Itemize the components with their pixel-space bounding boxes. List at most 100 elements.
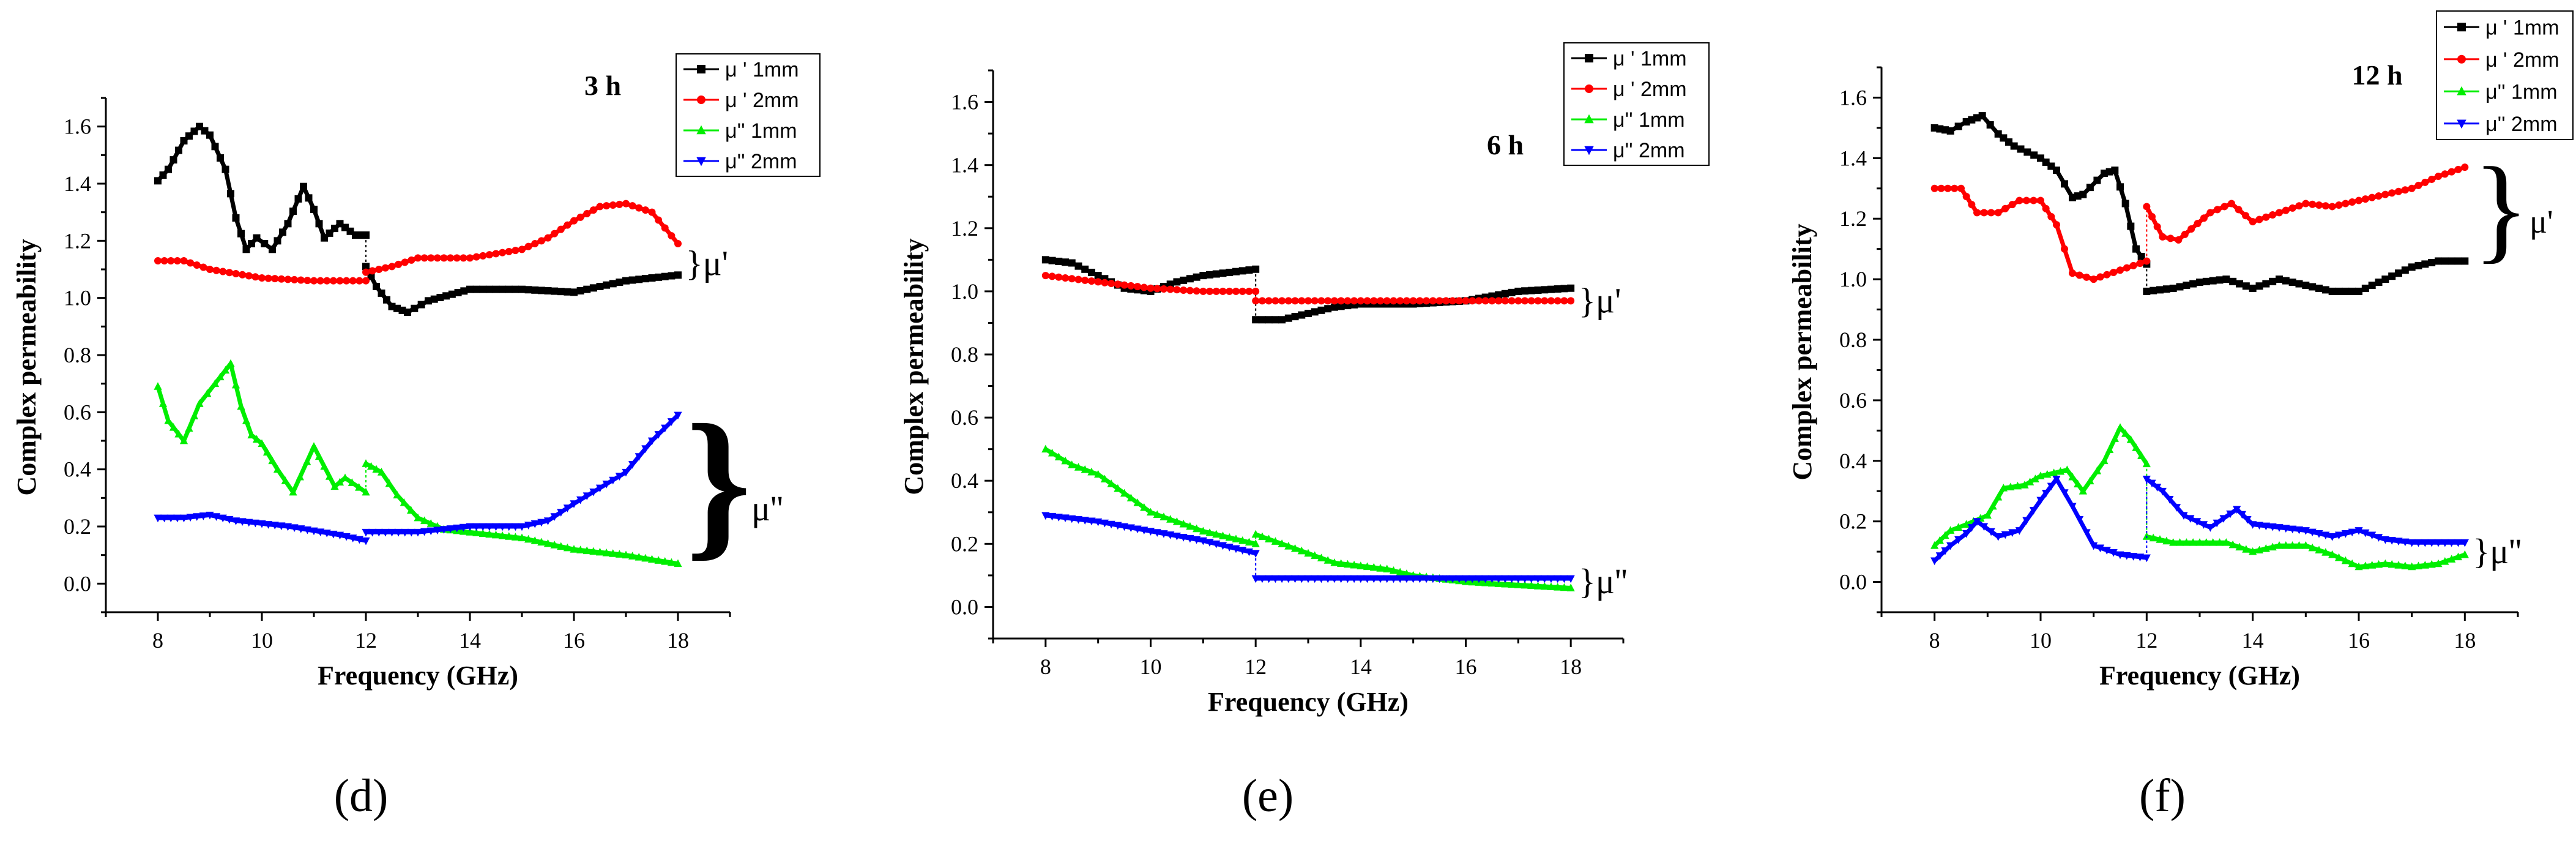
data-point xyxy=(2408,562,2416,571)
data-point xyxy=(440,254,448,262)
data-point xyxy=(2036,471,2045,479)
data-point xyxy=(1508,297,1516,305)
data-point xyxy=(316,277,324,285)
data-point xyxy=(2315,530,2323,538)
data-point xyxy=(654,556,663,564)
x-tick-label: 10 xyxy=(2030,628,2052,653)
data-point xyxy=(1501,297,1509,305)
data-point xyxy=(1442,575,1450,583)
data-point xyxy=(1383,564,1391,572)
data-point xyxy=(1147,284,1155,292)
data-point xyxy=(667,558,676,566)
data-point xyxy=(2401,266,2409,274)
data-point xyxy=(1251,575,1260,583)
data-point xyxy=(1133,525,1142,534)
data-point xyxy=(1370,297,1378,305)
data-point xyxy=(2026,478,2034,485)
data-point xyxy=(179,514,188,523)
legend-box xyxy=(1563,42,1710,166)
data-point xyxy=(1238,547,1247,555)
data-point xyxy=(2261,522,2270,531)
data-point xyxy=(2460,539,2469,547)
data-point xyxy=(1054,452,1063,460)
data-point xyxy=(537,519,546,527)
data-point xyxy=(2441,539,2449,547)
data-point xyxy=(378,289,385,297)
data-point xyxy=(2243,515,2252,524)
data-point xyxy=(414,528,422,537)
data-point xyxy=(212,266,220,274)
data-point xyxy=(628,552,637,560)
data-point xyxy=(2375,279,2383,287)
panel-label: (d) xyxy=(334,770,389,822)
data-point xyxy=(628,461,637,469)
legend-entry: μ'' 2mm xyxy=(2485,113,2558,136)
data-point xyxy=(1357,561,1365,569)
data-point xyxy=(2193,518,2202,526)
data-point xyxy=(1330,558,1339,566)
data-point xyxy=(238,518,247,526)
data-point xyxy=(1324,297,1332,305)
data-point xyxy=(169,156,177,164)
data-point xyxy=(2176,283,2184,291)
data-point xyxy=(1134,283,1142,291)
data-point xyxy=(211,143,219,151)
annotation-text: }μ' xyxy=(2473,143,2553,274)
y-tick-label: 0.4 xyxy=(64,457,91,482)
data-point xyxy=(1120,489,1129,497)
data-point xyxy=(385,479,393,487)
data-point xyxy=(1968,201,1976,209)
data-point xyxy=(648,208,656,216)
data-point xyxy=(1140,503,1148,511)
data-point xyxy=(316,528,325,536)
data-point xyxy=(375,266,383,273)
y-tick-label: 0.0 xyxy=(1839,570,1867,594)
data-point xyxy=(1232,534,1240,542)
data-point xyxy=(1377,297,1385,305)
data-point xyxy=(1376,564,1385,572)
data-point xyxy=(2149,533,2157,542)
data-point xyxy=(2374,534,2383,542)
data-point xyxy=(448,290,456,298)
data-point xyxy=(1146,508,1155,516)
data-point xyxy=(1311,575,1319,583)
data-point xyxy=(2105,445,2114,454)
data-point xyxy=(2408,539,2416,547)
data-point xyxy=(2408,184,2416,192)
data-point xyxy=(336,277,344,285)
data-point xyxy=(193,261,201,269)
data-point xyxy=(2150,287,2157,294)
data-point xyxy=(1930,557,1939,566)
data-point xyxy=(372,465,381,473)
legend-entry: μ ' 1mm xyxy=(2485,16,2559,39)
data-point xyxy=(1363,562,1372,571)
data-point xyxy=(2348,559,2356,568)
data-point xyxy=(2153,223,2161,231)
data-point xyxy=(583,285,591,293)
data-point xyxy=(2368,531,2377,540)
data-point xyxy=(270,522,279,530)
data-point xyxy=(2194,220,2202,228)
data-point xyxy=(2421,561,2429,569)
data-point xyxy=(420,528,429,536)
data-point xyxy=(537,538,546,546)
data-point xyxy=(1946,127,1954,135)
series xyxy=(1930,476,2469,566)
data-point xyxy=(2142,554,2151,563)
series xyxy=(154,359,682,568)
data-point xyxy=(212,513,221,521)
data-point xyxy=(159,171,167,179)
data-point xyxy=(300,182,307,190)
data-point xyxy=(193,513,201,521)
data-point xyxy=(1527,287,1535,294)
data-point xyxy=(550,541,559,549)
data-point xyxy=(329,530,338,539)
data-point xyxy=(2414,181,2422,189)
data-point xyxy=(2200,214,2208,222)
data-point xyxy=(1094,272,1102,280)
data-point xyxy=(407,528,415,537)
data-point xyxy=(2162,536,2171,545)
data-point xyxy=(1298,311,1306,319)
data-point xyxy=(1994,492,2003,501)
series-line xyxy=(1933,425,2149,547)
